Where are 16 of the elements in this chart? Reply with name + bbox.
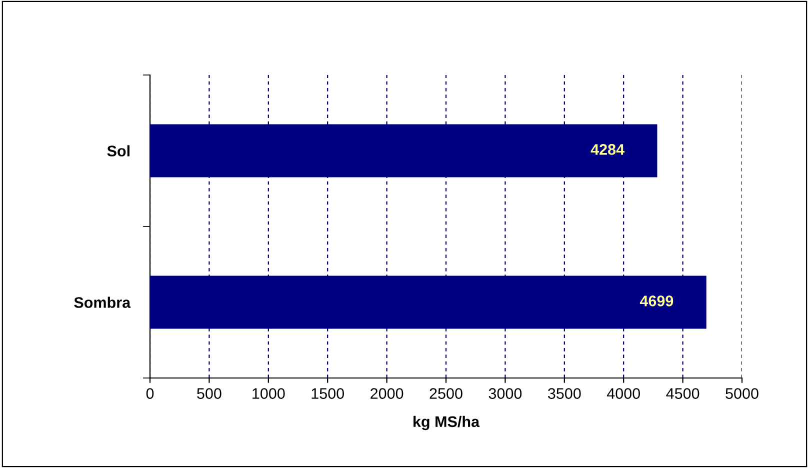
x-tick-label: 1500 [312, 388, 344, 399]
x-tick-label: 3000 [488, 388, 522, 399]
x-tick-label: 0 [146, 388, 154, 399]
x-tick-label: 4000 [606, 388, 640, 399]
x-tick-label: 4500 [666, 388, 700, 399]
y-tick-label: Sol [107, 145, 130, 156]
data-label: 4699 [640, 296, 674, 306]
x-tick-label: 2500 [430, 388, 462, 399]
x-axis-title: kg MS/ha [414, 416, 480, 430]
x-tick-label: 3500 [548, 388, 581, 399]
x-tick-label: 2000 [370, 388, 404, 399]
x-tick-label: 5000 [726, 388, 758, 399]
x-tick-label: 500 [197, 388, 222, 399]
data-label: 4284 [590, 144, 624, 155]
x-tick-label: 1000 [252, 388, 285, 399]
y-tick-label: Sombra [74, 296, 131, 308]
